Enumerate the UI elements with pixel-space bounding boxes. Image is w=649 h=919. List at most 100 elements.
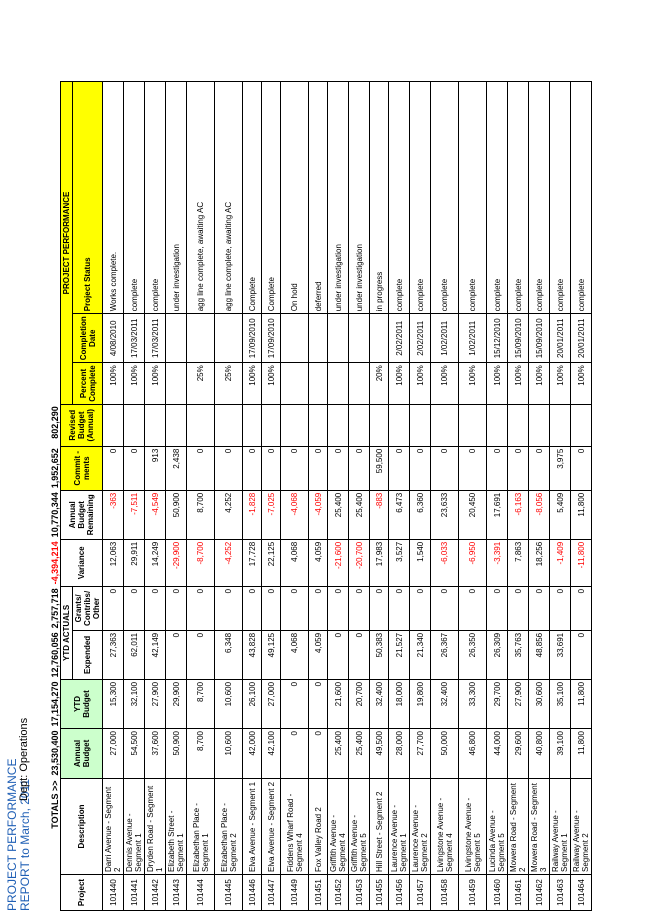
expended-cell: 50,383 bbox=[369, 630, 389, 680]
expended-cell: 26,309 bbox=[486, 630, 508, 680]
expended-cell: 0 bbox=[165, 630, 187, 680]
percent-complete-cell: 25% bbox=[214, 362, 243, 405]
expended-cell: 0 bbox=[348, 630, 370, 680]
table-row: 101455 Hill Street - Segment 2 49,500 32,40… bbox=[369, 81, 389, 911]
expended-cell: 26,350 bbox=[458, 630, 487, 680]
grants-cell: 0 bbox=[214, 586, 243, 631]
project-number-cell: 101464 bbox=[570, 874, 592, 911]
project-number-cell: 101459 bbox=[458, 874, 487, 911]
variance-cell: 1,540 bbox=[409, 539, 431, 587]
percent-complete-cell: 100% bbox=[388, 362, 410, 405]
project-number-cell: 101443 bbox=[165, 874, 187, 911]
table-row: 101462 Mowera Road - Segment 3 40,800 30,60… bbox=[528, 81, 550, 911]
commitments-cell: 0 bbox=[308, 446, 328, 491]
table-row: 101446 Elva Avenue - Segment 1 42,000 26,10… bbox=[242, 81, 262, 911]
completion-date-cell bbox=[327, 313, 349, 363]
remaining-cell: 11,800 bbox=[570, 490, 592, 540]
revised-budget-cell bbox=[261, 404, 281, 447]
grants-cell: 0 bbox=[507, 586, 529, 631]
annual-budget-cell: 25,400 bbox=[327, 728, 349, 779]
annual-budget-cell: 25,400 bbox=[348, 728, 370, 779]
variance-cell: 18,256 bbox=[528, 539, 550, 587]
percent-complete-cell: 100% bbox=[409, 362, 431, 405]
remaining-cell: 6,360 bbox=[409, 490, 431, 540]
description-cell: Griffith Avenue - Segment 5 bbox=[348, 778, 370, 875]
revised-budget-cell bbox=[186, 404, 215, 447]
commitments-cell: 0 bbox=[570, 446, 592, 491]
ytd-budget-cell: 18,000 bbox=[388, 679, 410, 729]
table-row: 101449 Fiddens Wharf Road - Segment 4 0 0 4,… bbox=[280, 81, 309, 911]
commitments-cell: 0 bbox=[261, 446, 281, 491]
variance-cell: -21,600 bbox=[327, 539, 349, 587]
remaining-cell: -8,056 bbox=[528, 490, 550, 540]
header-completion: Completion Date bbox=[72, 313, 103, 363]
variance-cell: -6,033 bbox=[430, 539, 459, 587]
percent-complete-cell bbox=[348, 362, 370, 405]
remaining-cell: -363 bbox=[102, 490, 124, 540]
grants-cell: 0 bbox=[308, 586, 328, 631]
ytd-budget-cell: 19,800 bbox=[409, 679, 431, 729]
project-number-cell: 101451 bbox=[308, 874, 328, 911]
variance-cell: 4,068 bbox=[280, 539, 309, 587]
project-status-cell: Works complete. bbox=[102, 81, 124, 314]
ytd-budget-cell: 21,600 bbox=[327, 679, 349, 729]
variance-cell: 17,728 bbox=[242, 539, 262, 587]
project-number-cell: 101447 bbox=[261, 874, 281, 911]
variance-cell: 17,983 bbox=[369, 539, 389, 587]
expended-cell: 0 bbox=[570, 630, 592, 680]
remaining-cell: 50,900 bbox=[165, 490, 187, 540]
ytd-budget-cell: 32,400 bbox=[430, 679, 459, 729]
completion-date-cell bbox=[165, 313, 187, 363]
ytd-budget-cell: 30,600 bbox=[528, 679, 550, 729]
ytd-budget-cell: 32,400 bbox=[369, 679, 389, 729]
remaining-cell: -4,059 bbox=[308, 490, 328, 540]
header-project-performance: PROJECT PERFORMANCE bbox=[60, 81, 73, 405]
project-number-cell: 101452 bbox=[327, 874, 349, 911]
revised-budget-cell bbox=[123, 404, 145, 447]
header-grants: Grants/ Contribs/ Other bbox=[72, 586, 103, 631]
completion-date-cell bbox=[348, 313, 370, 363]
project-status-cell: under investigation bbox=[348, 81, 370, 314]
total-remaining: 10,770,344 bbox=[50, 492, 60, 538]
remaining-cell: -7,511 bbox=[123, 490, 145, 540]
annual-budget-cell: 10,600 bbox=[214, 728, 243, 779]
variance-cell: -20,700 bbox=[348, 539, 370, 587]
grants-cell: 0 bbox=[549, 586, 571, 631]
commitments-cell: 59,500 bbox=[369, 446, 389, 491]
description-cell: Elva Avenue - Segment 2 bbox=[261, 778, 281, 875]
commitments-cell: 2,438 bbox=[165, 446, 187, 491]
completion-date-cell bbox=[280, 313, 309, 363]
project-number-cell: 101456 bbox=[388, 874, 410, 911]
completion-date-cell bbox=[369, 313, 389, 363]
header-remaining: Annual Budget Remaining bbox=[60, 490, 103, 540]
remaining-cell: 8,700 bbox=[186, 490, 215, 540]
variance-cell: 7,863 bbox=[507, 539, 529, 587]
completion-date-cell: 1/02/2011 bbox=[458, 313, 487, 363]
revised-budget-cell bbox=[348, 404, 370, 447]
percent-complete-cell: 100% bbox=[549, 362, 571, 405]
ytd-budget-cell: 20,700 bbox=[348, 679, 370, 729]
table-row: 101442 Dryden Road - Segment 1 37,600 27,90… bbox=[144, 81, 166, 911]
description-cell: Railway Avenue - Segment 2 bbox=[570, 778, 592, 875]
annual-budget-cell: 8,700 bbox=[186, 728, 215, 779]
remaining-cell: 5,409 bbox=[549, 490, 571, 540]
completion-date-cell: 17/03/2011 bbox=[144, 313, 166, 363]
percent-complete-cell: 100% bbox=[261, 362, 281, 405]
header-ytd-actuals: YTD ACTUALS bbox=[60, 586, 73, 680]
commitments-cell: 0 bbox=[348, 446, 370, 491]
header-commitments: Commit -ments bbox=[60, 446, 103, 491]
ytd-budget-cell: 15,300 bbox=[102, 679, 124, 729]
expended-cell: 4,059 bbox=[308, 630, 328, 680]
completion-date-cell: 2/02/2011 bbox=[388, 313, 410, 363]
grants-cell: 0 bbox=[348, 586, 370, 631]
description-cell: Dennis Avenue - Segment 1 bbox=[123, 778, 145, 875]
total-ytd-budget: 17,154,270 bbox=[50, 681, 60, 727]
annual-budget-cell: 50,900 bbox=[165, 728, 187, 779]
annual-budget-cell: 28,000 bbox=[388, 728, 410, 779]
remaining-cell: 25,400 bbox=[348, 490, 370, 540]
description-cell: Fiddens Wharf Road - Segment 4 bbox=[280, 778, 309, 875]
description-cell: Griffith Avenue - Segment 4 bbox=[327, 778, 349, 875]
expended-cell: 6,348 bbox=[214, 630, 243, 680]
remaining-cell: -4,068 bbox=[280, 490, 309, 540]
percent-complete-cell: 100% bbox=[123, 362, 145, 405]
